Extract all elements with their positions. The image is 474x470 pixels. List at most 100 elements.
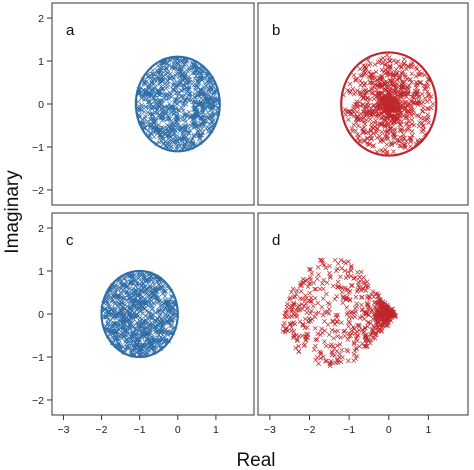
data-point	[411, 122, 417, 128]
data-point	[166, 96, 171, 101]
data-point	[208, 86, 214, 91]
data-point	[320, 258, 325, 263]
data-point	[189, 121, 195, 126]
data-point	[384, 133, 390, 139]
data-point	[420, 123, 426, 128]
data-point	[327, 263, 332, 269]
data-point	[132, 326, 137, 332]
data-point	[193, 120, 199, 126]
data-point	[339, 347, 345, 353]
data-point	[143, 321, 149, 327]
data-point	[369, 330, 375, 336]
data-point	[134, 287, 139, 293]
data-point	[209, 110, 215, 115]
data-point	[198, 121, 204, 127]
data-point	[169, 144, 174, 150]
data-point	[139, 95, 144, 101]
data-point	[117, 331, 123, 337]
data-point	[425, 115, 431, 120]
data-point	[157, 303, 163, 309]
data-point	[323, 343, 329, 349]
data-point	[418, 79, 424, 85]
data-point	[358, 82, 363, 88]
data-point	[135, 312, 140, 318]
data-point	[422, 95, 428, 101]
data-point	[332, 257, 338, 263]
data-point	[189, 138, 195, 144]
data-point	[355, 287, 361, 293]
data-point	[168, 322, 173, 328]
data-point	[138, 333, 144, 339]
data-point	[167, 116, 173, 122]
data-point	[196, 136, 202, 141]
data-point	[154, 295, 160, 300]
data-point	[171, 82, 177, 88]
data-point	[195, 78, 201, 84]
data-point	[181, 143, 187, 149]
data-point	[114, 336, 119, 341]
data-point	[372, 62, 378, 67]
data-point	[387, 101, 392, 106]
data-point	[367, 340, 373, 346]
data-point	[406, 118, 411, 124]
data-point	[373, 105, 378, 110]
data-point	[171, 139, 177, 145]
data-point	[407, 135, 413, 141]
data-point	[385, 107, 391, 112]
data-point	[145, 85, 151, 91]
unit-circle-outline	[340, 51, 438, 157]
data-point	[342, 328, 348, 334]
data-point	[388, 125, 394, 131]
data-point	[143, 93, 149, 99]
x-tick-label: −1	[343, 424, 355, 436]
data-point	[346, 324, 351, 329]
data-point	[200, 97, 206, 103]
data-point	[366, 319, 372, 325]
data-point	[209, 119, 214, 124]
data-point	[349, 263, 354, 269]
data-point	[378, 327, 384, 333]
data-point	[150, 96, 156, 101]
data-point	[389, 140, 394, 146]
data-point	[311, 303, 316, 309]
data-point	[169, 305, 175, 311]
data-point	[150, 315, 155, 321]
data-point	[387, 64, 393, 70]
data-point	[129, 313, 135, 319]
data-point	[145, 129, 151, 134]
data-point	[144, 286, 149, 292]
data-point	[306, 281, 312, 287]
data-point	[415, 94, 421, 100]
data-point	[156, 102, 161, 107]
data-point	[427, 97, 432, 102]
data-point	[186, 109, 192, 115]
data-point	[151, 301, 157, 307]
data-point	[177, 82, 183, 88]
data-point	[148, 92, 154, 97]
data-point	[147, 121, 152, 127]
data-point	[347, 90, 353, 95]
data-point	[377, 303, 383, 309]
data-point	[392, 140, 398, 145]
data-point	[385, 101, 390, 107]
data-point	[358, 73, 363, 79]
data-point	[151, 72, 157, 78]
data-point	[198, 75, 204, 81]
data-point	[327, 273, 333, 279]
data-point	[351, 340, 357, 345]
data-point	[183, 102, 189, 107]
data-point	[190, 99, 196, 105]
data-point	[157, 320, 163, 326]
data-point	[353, 345, 359, 351]
data-point	[382, 88, 387, 94]
data-point	[183, 60, 189, 66]
data-point	[353, 309, 359, 315]
data-point	[317, 332, 323, 337]
data-point	[395, 112, 401, 117]
data-point	[386, 312, 392, 317]
data-point	[197, 123, 203, 129]
data-point	[162, 288, 168, 294]
data-point	[314, 337, 320, 342]
unit-circle-outline	[134, 55, 221, 153]
data-point	[357, 103, 363, 109]
